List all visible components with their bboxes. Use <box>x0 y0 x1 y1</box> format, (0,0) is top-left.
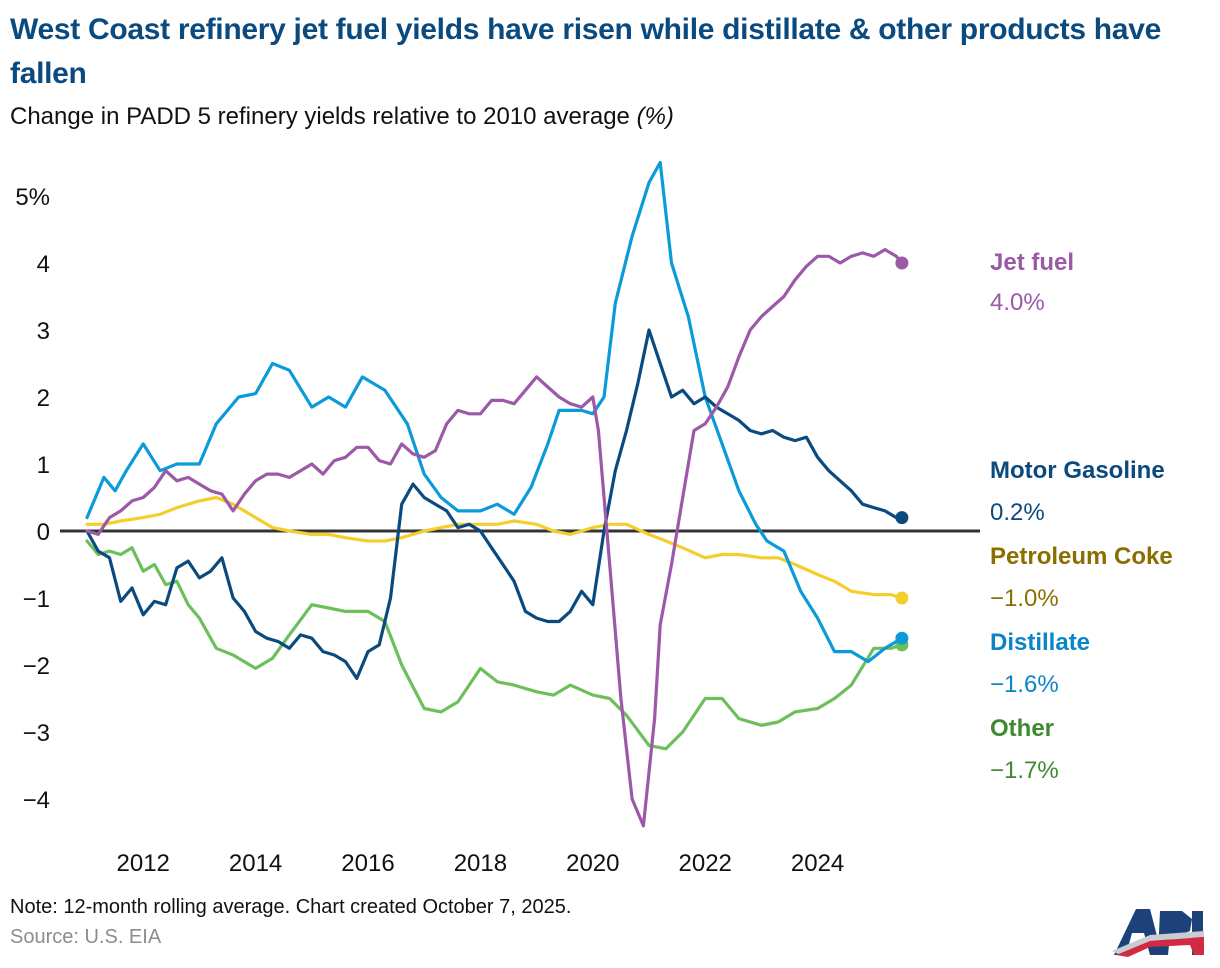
end-marker-jet-fuel <box>895 256 909 270</box>
series-line-distillate <box>85 160 904 664</box>
legend-value-other: −1.7% <box>990 757 1059 784</box>
legend-label-other: Other <box>990 715 1054 742</box>
legend-label-motor-gasoline: Motor Gasoline <box>990 457 1165 484</box>
logo-swoosh-gray <box>1112 931 1204 955</box>
x-tick-label: 2012 <box>117 850 170 877</box>
y-tick-label: −2 <box>23 653 50 680</box>
y-tick-label: 5% <box>15 184 50 211</box>
y-axis: 5% 4 3 2 1 0 −1 −2 −3 −4 <box>15 184 50 814</box>
y-tick-label: −1 <box>23 586 50 613</box>
y-tick-label: 0 <box>37 519 50 546</box>
y-tick-label: 2 <box>37 385 50 412</box>
series-line-motor-gasoline <box>85 328 904 681</box>
legend-label-petroleum-coke: Petroleum Coke <box>990 543 1173 570</box>
x-tick-label: 2014 <box>229 850 282 877</box>
end-marker-distillate <box>895 631 909 645</box>
x-axis: 2012 2014 2016 2018 2020 2022 2024 <box>117 850 845 877</box>
api-logo <box>1112 909 1204 957</box>
chart-title: West Coast refinery jet fuel yields have… <box>10 13 1161 90</box>
y-tick-label: −4 <box>23 787 50 814</box>
subtitle-text: Change in PADD 5 refinery yields relativ… <box>10 103 630 130</box>
chart-note: Note: 12-month rolling average. Chart cr… <box>10 896 572 918</box>
end-labels: Jet fuel 4.0% Motor Gasoline 0.2% Petroleum … <box>990 249 1173 784</box>
logo-swoosh-red <box>1116 937 1204 957</box>
legend-value-jet-fuel: 4.0% <box>990 289 1045 316</box>
x-tick-label: 2020 <box>566 850 619 877</box>
series-line-petroleum-coke <box>85 495 904 600</box>
chart-source: Source: U.S. EIA <box>10 926 162 948</box>
legend-label-distillate: Distillate <box>990 629 1090 656</box>
subtitle-unit: (%) <box>636 103 674 130</box>
legend-value-motor-gasoline: 0.2% <box>990 499 1045 526</box>
series-line-jet-fuel <box>85 248 904 828</box>
legend-value-distillate: −1.6% <box>990 671 1059 698</box>
end-marker-motor-gasoline <box>895 511 909 525</box>
x-tick-label: 2016 <box>341 850 394 877</box>
y-tick-label: −3 <box>23 720 50 747</box>
x-tick-label: 2022 <box>679 850 732 877</box>
legend-value-petroleum-coke: −1.0% <box>990 585 1059 612</box>
legend-label-jet-fuel: Jet fuel <box>990 249 1074 276</box>
chart-subtitle: Change in PADD 5 refinery yields relativ… <box>10 102 674 132</box>
x-tick-label: 2024 <box>791 850 844 877</box>
x-tick-label: 2018 <box>454 850 507 877</box>
end-marker-petroleum-coke <box>895 591 909 605</box>
series-layer <box>85 160 909 828</box>
series-line-other <box>85 539 904 751</box>
y-tick-label: 3 <box>37 318 50 345</box>
y-tick-label: 4 <box>37 251 50 278</box>
y-tick-label: 1 <box>37 452 50 479</box>
